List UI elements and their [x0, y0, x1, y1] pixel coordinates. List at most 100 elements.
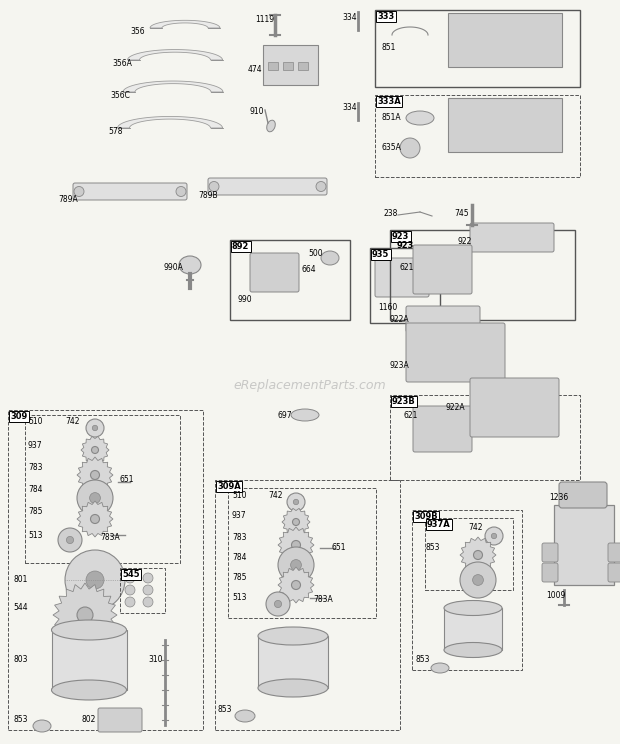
FancyBboxPatch shape	[375, 258, 429, 297]
Text: 356: 356	[130, 27, 144, 36]
Text: 922A: 922A	[445, 403, 464, 412]
Text: 783A: 783A	[100, 533, 120, 542]
FancyBboxPatch shape	[98, 708, 142, 732]
FancyBboxPatch shape	[608, 543, 620, 562]
FancyBboxPatch shape	[413, 406, 472, 452]
Text: 651: 651	[332, 544, 347, 553]
Text: 635A: 635A	[382, 144, 402, 153]
Polygon shape	[278, 567, 314, 603]
FancyBboxPatch shape	[542, 543, 558, 562]
Bar	[8, 410, 203, 730]
Circle shape	[293, 519, 299, 525]
Circle shape	[474, 551, 482, 559]
Ellipse shape	[258, 679, 328, 697]
Text: 1236: 1236	[549, 493, 569, 502]
Ellipse shape	[431, 663, 449, 673]
Text: 784: 784	[28, 486, 43, 495]
FancyBboxPatch shape	[470, 223, 554, 252]
Circle shape	[291, 580, 301, 589]
Circle shape	[125, 585, 135, 595]
Bar	[375, 10, 580, 87]
Text: 853: 853	[218, 705, 232, 714]
Text: 937A: 937A	[427, 520, 451, 529]
Text: 545: 545	[122, 570, 140, 579]
Polygon shape	[128, 50, 223, 60]
Text: 783A: 783A	[313, 595, 333, 604]
Circle shape	[491, 533, 497, 539]
Text: 922: 922	[458, 237, 472, 246]
Text: 697: 697	[278, 411, 293, 420]
Bar	[230, 240, 350, 320]
Text: 333: 333	[377, 12, 394, 21]
Text: 910: 910	[250, 107, 265, 117]
Circle shape	[275, 600, 281, 608]
Circle shape	[92, 446, 99, 454]
Text: 513: 513	[232, 594, 247, 603]
Circle shape	[460, 562, 496, 598]
Text: 1160: 1160	[378, 304, 397, 312]
Text: 784: 784	[232, 554, 247, 562]
Text: 851: 851	[382, 43, 396, 53]
Text: 923: 923	[397, 240, 414, 249]
Circle shape	[92, 426, 98, 431]
Polygon shape	[118, 117, 223, 128]
Text: 783: 783	[28, 464, 43, 472]
Text: 334: 334	[342, 13, 356, 22]
Text: 1009: 1009	[546, 591, 565, 600]
Polygon shape	[278, 527, 314, 563]
FancyBboxPatch shape	[542, 563, 558, 582]
Ellipse shape	[33, 720, 51, 732]
Text: 923B: 923B	[392, 397, 416, 406]
Text: 802: 802	[82, 716, 96, 725]
Circle shape	[143, 585, 153, 595]
Text: 309: 309	[10, 412, 27, 421]
Text: 544: 544	[13, 603, 28, 612]
FancyBboxPatch shape	[406, 306, 480, 332]
Ellipse shape	[444, 643, 502, 658]
Text: 500: 500	[308, 248, 322, 257]
Bar	[228, 488, 376, 618]
FancyBboxPatch shape	[208, 178, 327, 195]
Text: 935: 935	[372, 250, 389, 259]
Text: 785: 785	[28, 507, 43, 516]
Circle shape	[86, 419, 104, 437]
Circle shape	[291, 559, 301, 571]
Text: 309A: 309A	[217, 482, 241, 491]
Circle shape	[472, 574, 484, 586]
Text: 801: 801	[13, 576, 27, 585]
Circle shape	[58, 528, 82, 552]
FancyBboxPatch shape	[448, 98, 562, 152]
FancyBboxPatch shape	[263, 45, 318, 85]
Text: 333A: 333A	[377, 97, 401, 106]
Bar	[120, 568, 165, 613]
Text: 742: 742	[468, 522, 482, 531]
FancyBboxPatch shape	[250, 253, 299, 292]
Text: 937: 937	[28, 440, 43, 449]
Ellipse shape	[267, 121, 275, 132]
Ellipse shape	[74, 187, 84, 196]
Text: 621: 621	[400, 263, 414, 272]
Ellipse shape	[444, 600, 502, 615]
Ellipse shape	[400, 138, 420, 158]
Text: 510: 510	[28, 417, 43, 426]
Text: 789B: 789B	[198, 191, 218, 200]
Text: 892: 892	[232, 242, 249, 251]
Polygon shape	[53, 583, 117, 647]
Text: eReplacementParts.com: eReplacementParts.com	[234, 379, 386, 391]
Bar	[370, 248, 440, 323]
Bar	[268, 62, 278, 70]
Circle shape	[287, 493, 305, 511]
FancyBboxPatch shape	[52, 630, 127, 690]
Bar	[412, 510, 522, 670]
Text: 922A: 922A	[390, 315, 410, 324]
Text: 1119: 1119	[255, 16, 274, 25]
Text: 513: 513	[28, 530, 43, 539]
Circle shape	[90, 493, 100, 504]
Text: 742: 742	[65, 417, 79, 426]
Circle shape	[125, 573, 135, 583]
Text: 578: 578	[108, 126, 123, 135]
Ellipse shape	[209, 182, 219, 191]
Text: 651: 651	[120, 475, 135, 484]
Ellipse shape	[51, 620, 126, 640]
Circle shape	[266, 592, 290, 616]
